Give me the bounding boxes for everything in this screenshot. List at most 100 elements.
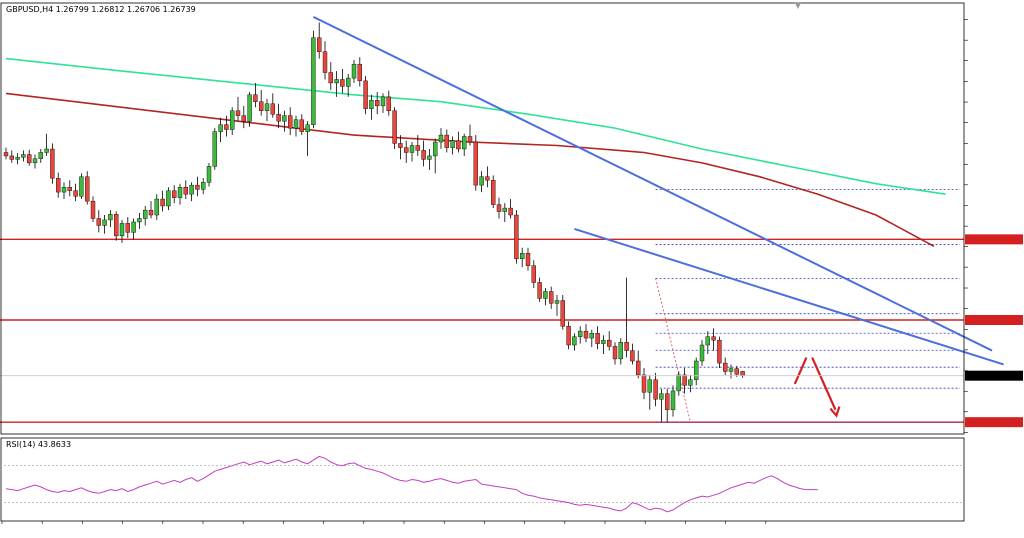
candle-body [583,330,589,339]
candle-body [607,339,612,347]
candle [578,326,583,344]
candle-body [415,145,420,151]
candle [206,162,212,187]
candle [160,190,165,212]
candle [682,367,687,394]
candle [415,135,420,156]
candle [421,140,426,167]
candle-body [259,101,264,111]
candle-body [218,124,223,132]
candle [102,215,107,234]
candle-body [247,94,252,122]
candle [549,286,554,309]
candle-body [108,214,113,221]
candle-body [154,198,160,216]
candle-body [502,207,507,212]
candle [595,326,600,350]
candle-body [450,140,455,148]
candle [346,73,351,97]
candle-body [61,187,67,193]
candle-body [392,110,397,144]
candle [125,217,131,238]
candle-body [624,342,629,351]
candle-body [485,176,490,181]
candle-body [694,360,699,380]
candle-body [299,119,304,132]
candle-body [183,187,189,195]
candle [502,203,507,222]
candle-body [102,219,107,226]
candle-body [467,136,473,143]
candle [525,247,531,271]
candle [537,277,542,302]
candle-body [444,134,449,148]
candle [601,335,606,355]
candle-body [200,182,206,190]
candle-body [317,37,322,52]
candle-body [670,390,676,410]
candle [264,98,270,122]
candle [496,197,502,219]
candle [653,372,658,407]
candle [467,124,473,146]
candle [618,338,623,365]
candle [531,260,536,289]
candle-body [491,180,496,205]
candle [427,148,432,170]
candle [444,129,449,153]
candle [630,343,635,365]
candle-body [578,330,583,337]
candle [688,374,693,393]
candle [583,324,589,343]
candle [572,333,577,351]
candle-body [171,190,177,198]
candle-body [369,100,374,109]
candle-body [543,291,548,299]
candle [647,374,652,410]
candle [270,93,275,118]
candle [67,180,73,197]
candle-body [438,134,444,143]
candle [566,321,571,350]
candle [38,148,43,163]
candle-body [195,184,200,190]
candle [195,176,200,197]
candle [224,115,229,137]
candle-body [525,253,531,266]
candle-body [375,100,380,107]
candle [177,183,183,205]
candle [212,128,218,170]
candle [15,153,20,165]
candle-body [44,148,49,153]
candle-body [618,342,623,360]
candle [392,107,397,149]
candle [699,340,705,366]
candle [56,172,61,198]
chart-shift-icon[interactable]: ▼ [794,1,802,10]
candle [142,205,148,226]
candle-body [32,158,38,164]
candle [554,294,560,316]
candle [200,178,206,195]
candle-body [334,79,339,84]
candle-body [264,103,270,111]
candle [612,342,618,365]
candle [90,196,96,222]
candle-body [554,300,560,304]
candle [375,91,380,115]
candle [386,90,391,116]
candle-body [224,124,229,130]
sma-slow-line [5,57,946,195]
candle [229,107,235,136]
candle-body [293,119,299,129]
candle [9,150,15,163]
candle-body [659,393,664,400]
current-price-tag [965,370,1023,381]
candle-body [235,110,241,116]
candle [183,180,189,200]
candle [305,121,310,156]
main-frame [0,2,965,435]
candle [438,128,444,149]
